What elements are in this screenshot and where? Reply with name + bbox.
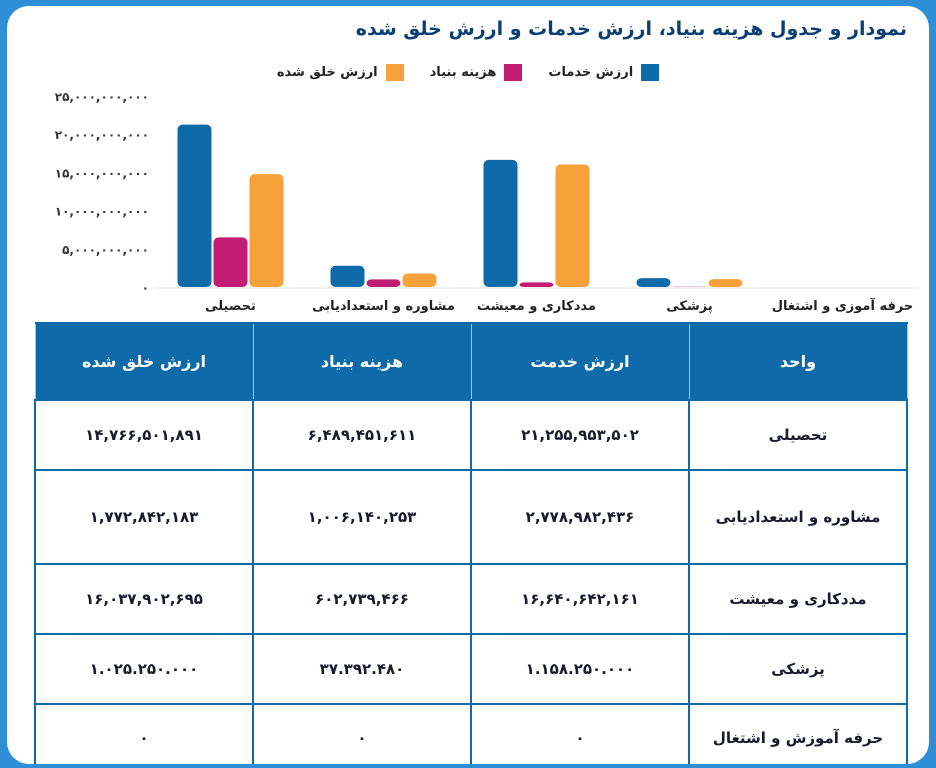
bar-chart: ۲۵,۰۰۰,۰۰۰,۰۰۰ ۲۰,۰۰۰,۰۰۰,۰۰۰ ۱۵,۰۰۰,۰۰۰,۰… bbox=[55, 90, 919, 314]
header-service-value: ارزش خدمت bbox=[470, 322, 690, 401]
cell-service-value: ۱۶,۶۴۰,۶۴۲,۱۶۱ bbox=[470, 563, 690, 635]
cell-created-value: ۱۴,۷۶۶,۵۰۱,۸۹۱ bbox=[34, 399, 254, 471]
header-created-value: ارزش خلق شده bbox=[34, 322, 254, 401]
legend-item-service: ارزش خدمات bbox=[548, 62, 660, 82]
table-row: حرفه آموزش و اشتغال ۰ ۰ ۰ bbox=[34, 703, 908, 764]
bar-1-0 bbox=[213, 237, 248, 287]
cell-foundation-cost: ۶,۴۸۹,۴۵۱,۶۱۱ bbox=[252, 399, 472, 471]
table-row: پزشکی ۱.۱۵۸.۲۵۰.۰۰۰ ۳۷.۳۹۲.۴۸۰ ۱.۰۲۵.۲۵۰… bbox=[34, 633, 908, 705]
legend-label-cost: هزینه بنیاد bbox=[429, 64, 497, 80]
bar-0-0 bbox=[177, 124, 212, 287]
cell-unit: مددکاری و معیشت bbox=[688, 563, 908, 635]
header-unit: واحد bbox=[688, 322, 908, 401]
cell-unit: تحصیلی bbox=[688, 399, 908, 471]
table-row: مشاوره و استعدادیابی ۲,۷۷۸,۹۸۲,۴۳۶ ۱,۰۰۶… bbox=[34, 469, 908, 565]
cell-foundation-cost: ۳۷.۳۹۲.۴۸۰ bbox=[252, 633, 472, 705]
card: نمودار و جدول هزینه بنیاد، ارزش خدمات و … bbox=[7, 6, 929, 764]
cell-unit: مشاوره و استعدادیابی bbox=[688, 469, 908, 565]
bar-1-1 bbox=[366, 279, 401, 287]
x-tick-label: پزشکی bbox=[666, 299, 712, 314]
page-title: نمودار و جدول هزینه بنیاد، ارزش خدمات و … bbox=[355, 18, 907, 40]
data-table: واحد ارزش خدمت هزینه بنیاد ارزش خلق شده … bbox=[34, 322, 908, 764]
legend-label-service: ارزش خدمات bbox=[548, 64, 634, 80]
legend-swatch-service bbox=[641, 63, 660, 81]
cell-unit: پزشکی bbox=[688, 633, 908, 705]
bar-0-2 bbox=[483, 159, 518, 287]
x-tick-label: حرفه آموزی و اشتغال bbox=[772, 297, 914, 314]
bar-2-3 bbox=[708, 279, 743, 287]
bar-2-0 bbox=[249, 174, 284, 287]
y-tick-label: ۰ bbox=[142, 281, 149, 295]
cell-unit: حرفه آموزش و اشتغال bbox=[688, 703, 908, 764]
cell-service-value: ۰ bbox=[470, 703, 690, 764]
legend-swatch-created bbox=[385, 63, 404, 81]
y-tick-label: ۲۵,۰۰۰,۰۰۰,۰۰۰ bbox=[55, 90, 149, 104]
table-row: تحصیلی ۲۱,۲۵۵,۹۵۳,۵۰۲ ۶,۴۸۹,۴۵۱,۶۱۱ ۱۴,۷… bbox=[34, 399, 908, 471]
y-tick-label: ۵,۰۰۰,۰۰۰,۰۰۰ bbox=[62, 243, 149, 257]
cell-foundation-cost: ۱,۰۰۶,۱۴۰,۲۵۳ bbox=[252, 469, 472, 565]
table-header-row: واحد ارزش خدمت هزینه بنیاد ارزش خلق شده bbox=[34, 322, 908, 401]
x-tick-label: مشاوره و استعدادیابی bbox=[312, 299, 455, 314]
cell-service-value: ۲۱,۲۵۵,۹۵۳,۵۰۲ bbox=[470, 399, 690, 471]
bar-1-2 bbox=[519, 282, 554, 287]
cell-created-value: ۰ bbox=[34, 703, 254, 764]
bar-0-1 bbox=[330, 265, 365, 287]
x-tick-label: تحصیلی bbox=[205, 299, 256, 314]
cell-created-value: ۱۶,۰۳۷,۹۰۲,۶۹۵ bbox=[34, 563, 254, 635]
cell-created-value: ۱,۷۷۲,۸۴۲,۱۸۳ bbox=[34, 469, 254, 565]
legend-item-cost: هزینه بنیاد bbox=[430, 62, 523, 82]
y-tick-label: ۱۰,۰۰۰,۰۰۰,۰۰۰ bbox=[55, 205, 149, 219]
x-tick-label: مددکاری و معیشت bbox=[477, 299, 596, 314]
y-tick-label: ۲۰,۰۰۰,۰۰۰,۰۰۰ bbox=[55, 128, 149, 142]
legend-swatch-cost bbox=[504, 63, 523, 81]
legend-label-created: ارزش خلق شده bbox=[276, 64, 378, 80]
cell-created-value: ۱.۰۲۵.۲۵۰.۰۰۰ bbox=[34, 633, 254, 705]
y-tick-label: ۱۵,۰۰۰,۰۰۰,۰۰۰ bbox=[55, 166, 149, 180]
bar-2-1 bbox=[402, 273, 437, 287]
chart-legend: ارزش خدمات هزینه بنیاد ارزش خلق شده bbox=[7, 62, 929, 82]
bar-0-3 bbox=[636, 278, 671, 287]
cell-service-value: ۱.۱۵۸.۲۵۰.۰۰۰ bbox=[470, 633, 690, 705]
table-row: مددکاری و معیشت ۱۶,۶۴۰,۶۴۲,۱۶۱ ۶۰۲,۷۳۹,۴… bbox=[34, 563, 908, 635]
bar-2-2 bbox=[555, 164, 590, 287]
legend-item-created: ارزش خلق شده bbox=[277, 62, 404, 82]
header-foundation-cost: هزینه بنیاد bbox=[252, 322, 472, 401]
cell-foundation-cost: ۶۰۲,۷۳۹,۴۶۶ bbox=[252, 563, 472, 635]
cell-service-value: ۲,۷۷۸,۹۸۲,۴۳۶ bbox=[470, 469, 690, 565]
cell-foundation-cost: ۰ bbox=[252, 703, 472, 764]
